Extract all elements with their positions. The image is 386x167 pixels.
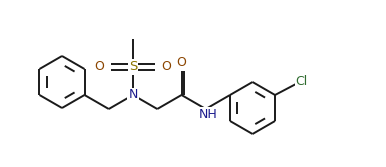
Text: O: O (176, 56, 186, 69)
Text: Cl: Cl (296, 75, 308, 88)
Text: O: O (162, 60, 171, 73)
Text: S: S (129, 60, 137, 73)
Text: N: N (128, 89, 138, 102)
Text: NH: NH (198, 108, 217, 121)
Text: O: O (95, 60, 104, 73)
